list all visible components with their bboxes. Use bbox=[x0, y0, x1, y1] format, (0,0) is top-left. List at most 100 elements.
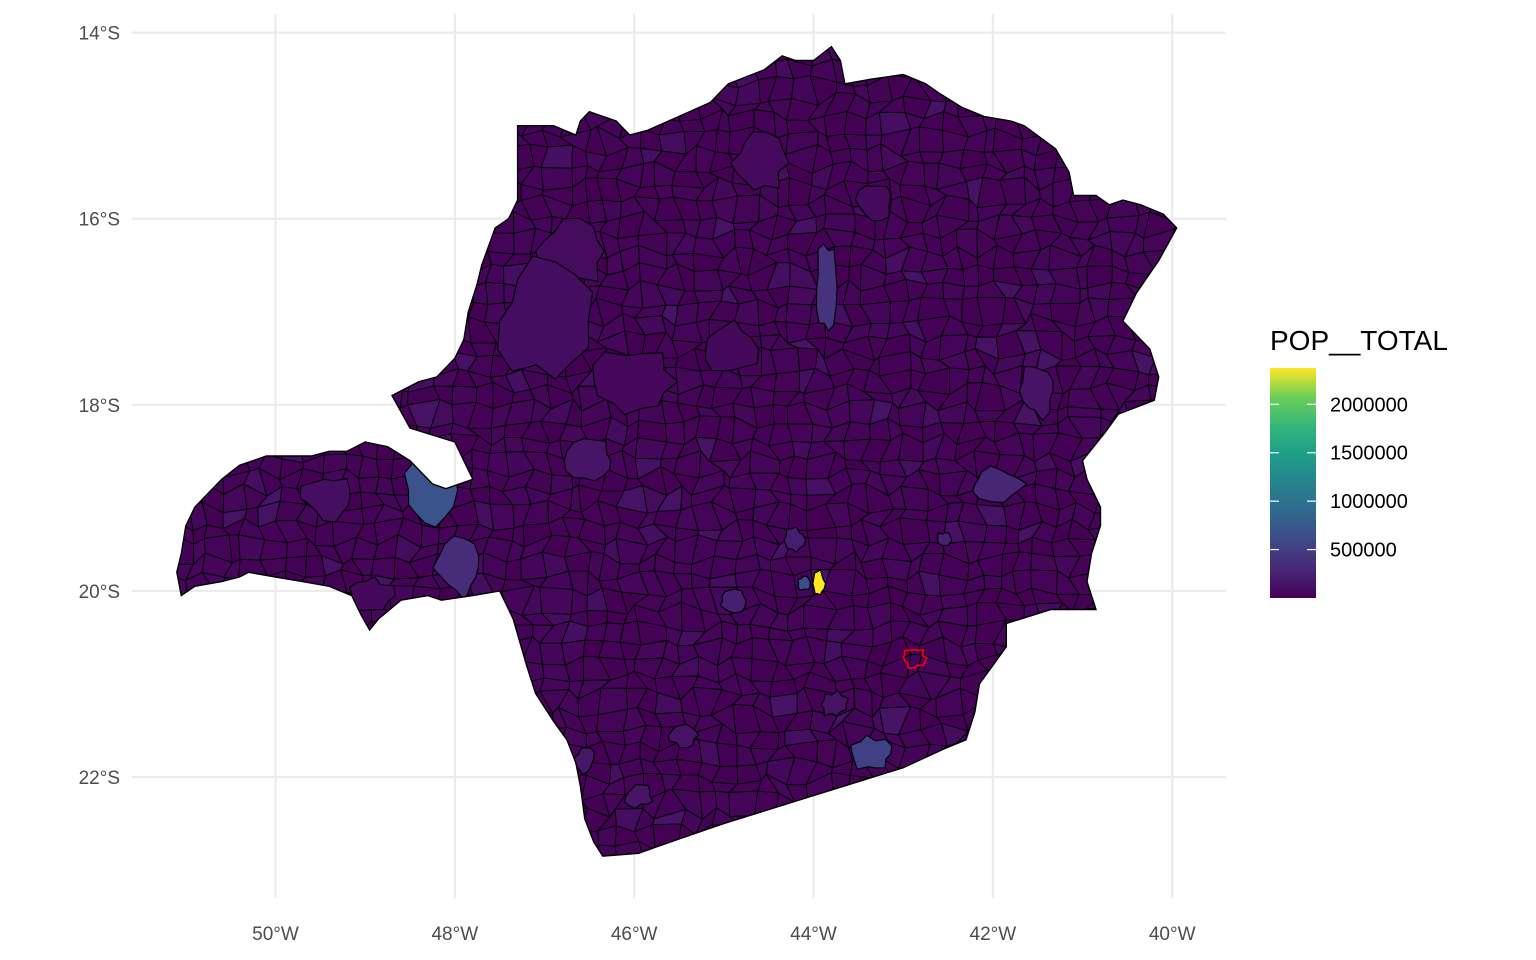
municipality-109 bbox=[1089, 46, 1114, 53]
municipality-477 bbox=[378, 146, 396, 172]
municipality-2978 bbox=[502, 875, 525, 898]
municipality-3004 bbox=[1002, 877, 1025, 898]
axis-labels: 50°W 48°W 46°W 44°W 42°W 40°W 14°S 16°S 18°S 20°S… bbox=[79, 24, 1196, 945]
municipality-1562 bbox=[1145, 449, 1176, 472]
municipality-764 bbox=[323, 227, 345, 260]
municipality-1565 bbox=[1209, 451, 1226, 469]
municipality-notable-0 bbox=[592, 351, 679, 416]
municipality-2029 bbox=[1204, 593, 1226, 609]
municipality-517 bbox=[1124, 150, 1148, 171]
municipality-2317 bbox=[1171, 677, 1177, 701]
municipality-146 bbox=[695, 46, 721, 62]
municipality-31 bbox=[721, 14, 737, 38]
municipality-278 bbox=[999, 74, 1025, 105]
municipality-276 bbox=[957, 81, 985, 106]
municipality-1680 bbox=[1181, 492, 1210, 508]
municipality-302 bbox=[363, 100, 379, 121]
municipality-173 bbox=[1201, 49, 1226, 71]
municipality-1276 bbox=[132, 382, 153, 411]
municipality-1452 bbox=[176, 435, 190, 463]
municipality-283 bbox=[1090, 86, 1115, 102]
municipality-2740 bbox=[393, 808, 420, 837]
municipality-456 bbox=[1073, 126, 1098, 149]
municipality-2146 bbox=[132, 637, 147, 665]
municipality-2080 bbox=[1072, 608, 1088, 627]
municipality-2024 bbox=[1115, 585, 1140, 611]
municipality-2380 bbox=[176, 713, 193, 728]
municipality-1060 bbox=[435, 320, 453, 345]
municipality-2495 bbox=[149, 739, 168, 767]
municipality-1734 bbox=[1109, 501, 1134, 527]
municipality-2489 bbox=[1128, 723, 1157, 747]
municipality-2323 bbox=[184, 693, 215, 717]
municipality-2253 bbox=[1052, 661, 1075, 684]
municipality-2926 bbox=[615, 863, 646, 886]
municipality-54 bbox=[1147, 14, 1173, 34]
municipality-2135 bbox=[1016, 619, 1045, 650]
municipality-2318 bbox=[1187, 677, 1201, 699]
municipality-310 bbox=[504, 96, 535, 118]
municipality-165 bbox=[1051, 46, 1071, 70]
municipality-347 bbox=[1208, 93, 1226, 119]
municipality-202 bbox=[655, 68, 684, 82]
municipality-2620 bbox=[315, 775, 340, 796]
municipality-3001 bbox=[940, 884, 960, 898]
municipality-419 bbox=[369, 127, 397, 153]
municipality-693 bbox=[1170, 199, 1177, 221]
municipality-2663 bbox=[1136, 781, 1151, 794]
municipality-2724 bbox=[1184, 793, 1210, 811]
municipality-2993 bbox=[797, 882, 812, 898]
municipality-1277 bbox=[153, 384, 168, 403]
municipality-2986 bbox=[666, 878, 672, 898]
municipality-2880 bbox=[844, 845, 867, 857]
municipality-2795 bbox=[337, 835, 365, 853]
municipality-1345 bbox=[335, 405, 365, 419]
municipality-70 bbox=[357, 46, 381, 51]
municipality-2366 bbox=[994, 692, 1020, 712]
municipality-2210 bbox=[248, 655, 269, 679]
municipality-293 bbox=[185, 94, 214, 122]
municipality-412 bbox=[237, 128, 270, 152]
municipality-2516 bbox=[540, 742, 563, 760]
municipality-930 bbox=[176, 282, 196, 303]
municipality-1625 bbox=[148, 490, 174, 509]
municipality-129 bbox=[374, 46, 398, 72]
municipality-1169 bbox=[303, 351, 321, 375]
municipality-404 bbox=[1181, 110, 1208, 137]
municipality-2911 bbox=[336, 870, 362, 878]
municipality-141 bbox=[600, 53, 627, 65]
municipality-2040 bbox=[318, 605, 348, 634]
municipality-1626 bbox=[176, 489, 190, 509]
municipality-1503 bbox=[1126, 435, 1158, 451]
municipality-235 bbox=[185, 80, 214, 97]
municipality-178 bbox=[206, 64, 227, 85]
municipality-481 bbox=[448, 153, 479, 166]
municipality-2988 bbox=[691, 880, 717, 898]
municipality-932 bbox=[199, 279, 228, 310]
municipality-160 bbox=[964, 46, 977, 65]
municipality-166 bbox=[1067, 46, 1092, 64]
municipality-2725 bbox=[1204, 801, 1226, 812]
municipality-2798 bbox=[393, 832, 420, 848]
municipality-220 bbox=[994, 66, 1025, 76]
municipality-60 bbox=[176, 46, 192, 55]
municipality-2803 bbox=[482, 824, 517, 848]
municipality-294 bbox=[209, 94, 222, 122]
municipality-825 bbox=[371, 246, 400, 273]
municipality-352 bbox=[207, 117, 231, 139]
municipality-1785 bbox=[983, 524, 1008, 544]
municipality-521 bbox=[1204, 152, 1226, 172]
municipality-1701 bbox=[489, 503, 515, 531]
municipality-1168 bbox=[276, 355, 305, 375]
municipality-3006 bbox=[1031, 884, 1063, 898]
municipality-2902 bbox=[172, 864, 187, 880]
municipality-1109 bbox=[264, 332, 291, 361]
municipality-2873 bbox=[716, 840, 742, 857]
municipality-249 bbox=[458, 76, 479, 107]
municipality-812 bbox=[132, 245, 152, 274]
municipality-2506 bbox=[357, 737, 375, 769]
municipality-notable-11 bbox=[563, 438, 612, 482]
municipality-2081 bbox=[1086, 608, 1117, 627]
municipality-401 bbox=[1124, 112, 1158, 133]
municipality-2852 bbox=[314, 839, 339, 857]
